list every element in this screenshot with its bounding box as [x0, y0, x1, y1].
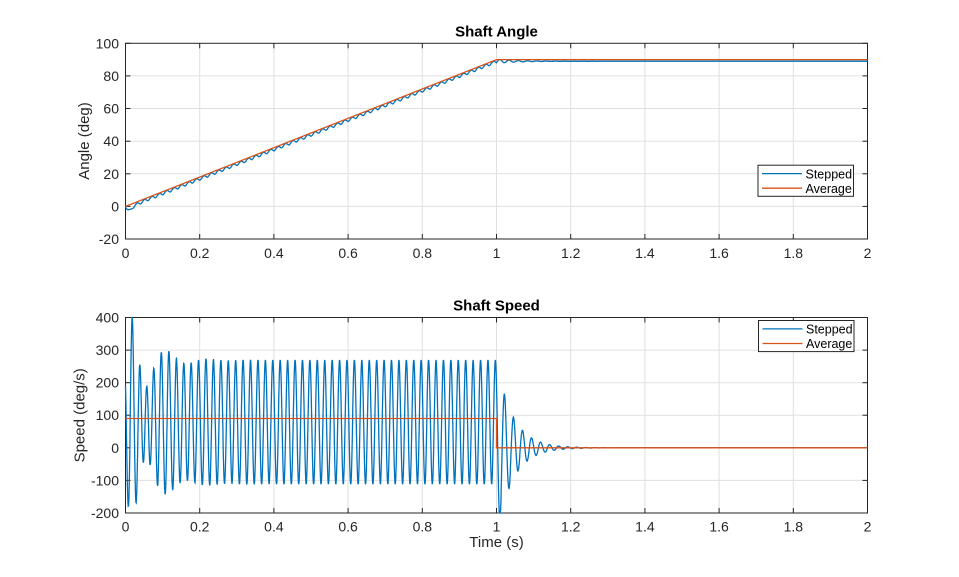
svg-text:0: 0: [122, 519, 130, 535]
svg-text:1.4: 1.4: [635, 519, 655, 535]
svg-text:0: 0: [111, 440, 119, 456]
svg-text:-20: -20: [99, 231, 119, 247]
svg-text:Speed (deg/s): Speed (deg/s): [72, 368, 89, 462]
svg-text:Angle (deg): Angle (deg): [76, 102, 93, 180]
svg-text:1.8: 1.8: [784, 519, 804, 535]
svg-text:80: 80: [103, 68, 119, 84]
svg-text:0.8: 0.8: [413, 519, 433, 535]
svg-text:Stepped: Stepped: [806, 167, 853, 181]
svg-text:300: 300: [96, 342, 120, 358]
svg-text:2: 2: [864, 519, 872, 535]
svg-text:Stepped: Stepped: [806, 323, 853, 337]
svg-text:0.6: 0.6: [338, 245, 358, 261]
svg-text:1.4: 1.4: [635, 245, 655, 261]
svg-text:-200: -200: [91, 505, 119, 521]
svg-text:Time (s): Time (s): [469, 534, 523, 551]
svg-text:1.6: 1.6: [709, 519, 729, 535]
svg-text:100: 100: [96, 35, 120, 51]
svg-text:0: 0: [111, 198, 119, 214]
svg-text:0.4: 0.4: [264, 245, 284, 261]
svg-text:1: 1: [493, 519, 501, 535]
svg-text:1.6: 1.6: [709, 245, 729, 261]
svg-text:0.6: 0.6: [338, 519, 358, 535]
svg-text:60: 60: [103, 101, 119, 117]
svg-text:Shaft Speed: Shaft Speed: [453, 297, 540, 314]
svg-text:0.2: 0.2: [190, 519, 210, 535]
svg-text:Average: Average: [806, 182, 852, 196]
svg-text:200: 200: [96, 375, 120, 391]
svg-text:Average: Average: [806, 337, 852, 351]
svg-text:-100: -100: [91, 472, 119, 488]
svg-text:40: 40: [103, 133, 119, 149]
svg-text:0.8: 0.8: [413, 245, 433, 261]
svg-text:20: 20: [103, 166, 119, 182]
svg-text:0.4: 0.4: [264, 519, 284, 535]
svg-text:1.8: 1.8: [784, 245, 804, 261]
svg-text:1.2: 1.2: [561, 245, 581, 261]
svg-text:0.2: 0.2: [190, 245, 210, 261]
svg-text:400: 400: [96, 310, 120, 326]
svg-text:Shaft Angle: Shaft Angle: [455, 23, 538, 40]
svg-text:100: 100: [96, 407, 120, 423]
svg-text:2: 2: [864, 245, 872, 261]
svg-text:0: 0: [122, 245, 130, 261]
svg-text:1.2: 1.2: [561, 519, 581, 535]
svg-text:1: 1: [493, 245, 501, 261]
